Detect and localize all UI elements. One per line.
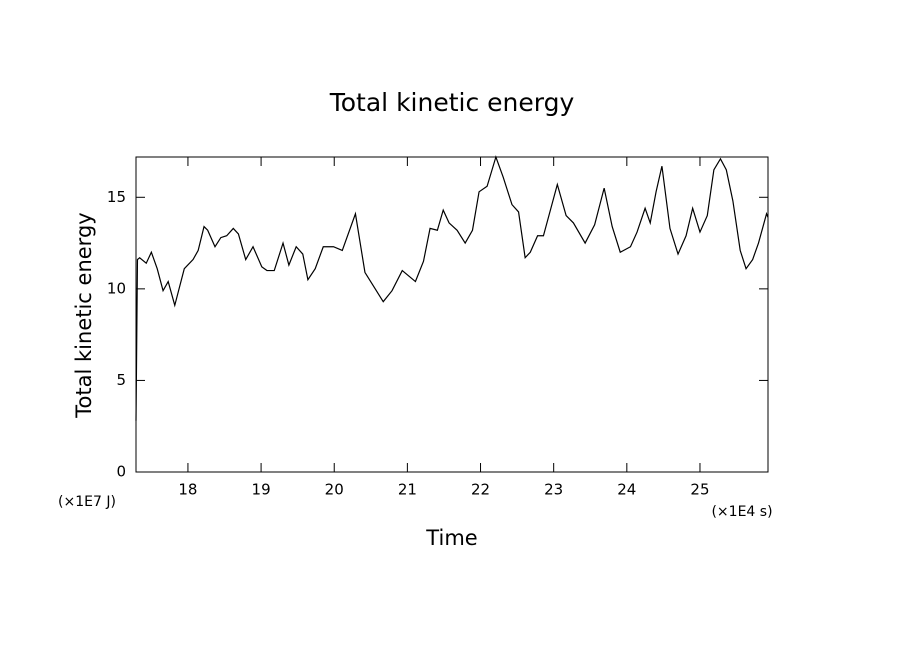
x-tick-label: 21 <box>398 481 417 499</box>
y-tick-label: 15 <box>107 188 126 206</box>
x-tick-label: 20 <box>325 481 344 499</box>
x-tick-label: 25 <box>690 481 709 499</box>
x-tick-label: 19 <box>252 481 271 499</box>
y-tick-label: 0 <box>116 463 126 481</box>
x-tick-label: 24 <box>617 481 636 499</box>
x-tick-label: 18 <box>178 481 197 499</box>
y-tick-label: 10 <box>107 279 126 297</box>
x-tick-label: 22 <box>471 481 490 499</box>
chart-title: Total kinetic energy <box>329 88 575 117</box>
x-unit-label: (×1E4 s) <box>711 504 772 520</box>
y-axis-label: Total kinetic energy <box>72 212 96 418</box>
plot-frame <box>135 156 769 473</box>
y-tick-label: 5 <box>116 371 126 389</box>
x-axis-label: Time <box>425 526 477 550</box>
data-line <box>135 155 769 421</box>
x-tick-label: 23 <box>544 481 563 499</box>
y-unit-label: (×1E7 J) <box>58 494 116 510</box>
